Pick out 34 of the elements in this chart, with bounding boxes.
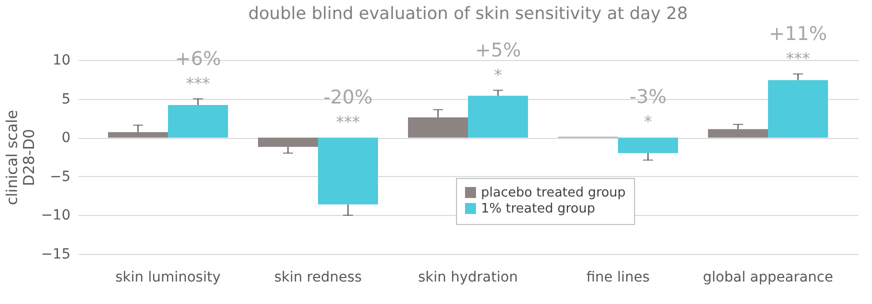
bar bbox=[168, 105, 228, 138]
y-tick-label: −10 bbox=[40, 208, 70, 224]
y-tick-label: 0 bbox=[62, 130, 70, 146]
x-tick-label: skin luminosity bbox=[115, 270, 221, 286]
annotation: +6% bbox=[174, 48, 222, 70]
annotation: *** bbox=[786, 48, 810, 68]
annotation: -3% bbox=[630, 86, 666, 108]
x-tick-label: skin redness bbox=[274, 270, 362, 286]
legend-label: placebo treated group bbox=[481, 186, 626, 200]
bar bbox=[318, 138, 378, 204]
bar bbox=[258, 138, 318, 147]
x-tick-label: fine lines bbox=[586, 270, 650, 286]
annotation: * bbox=[644, 112, 652, 131]
bar bbox=[408, 117, 468, 138]
y-tick-label: −5 bbox=[50, 168, 70, 185]
chart-title: double blind evaluation of skin sensitivity at day 28 bbox=[248, 4, 688, 24]
annotation: *** bbox=[336, 112, 360, 132]
legend-label: 1% treated group bbox=[481, 202, 596, 216]
annotation: * bbox=[494, 65, 502, 84]
annotation: *** bbox=[186, 74, 210, 93]
y-axis-title: clinical scale D28-D0 bbox=[2, 110, 38, 206]
bar bbox=[768, 80, 828, 138]
bar bbox=[108, 132, 168, 138]
bar bbox=[618, 138, 678, 154]
annotation: +5% bbox=[474, 39, 522, 62]
y-tick-label: 5 bbox=[62, 91, 70, 108]
y-tick-label: −15 bbox=[40, 246, 70, 262]
bar bbox=[708, 129, 768, 138]
annotation: -20% bbox=[323, 86, 373, 109]
x-tick-label: global appearance bbox=[702, 270, 834, 286]
y-tick-label: 10 bbox=[52, 52, 70, 68]
text: +11% bbox=[768, 22, 828, 45]
bar bbox=[468, 96, 528, 138]
x-tick-label: skin hydration bbox=[418, 270, 518, 286]
